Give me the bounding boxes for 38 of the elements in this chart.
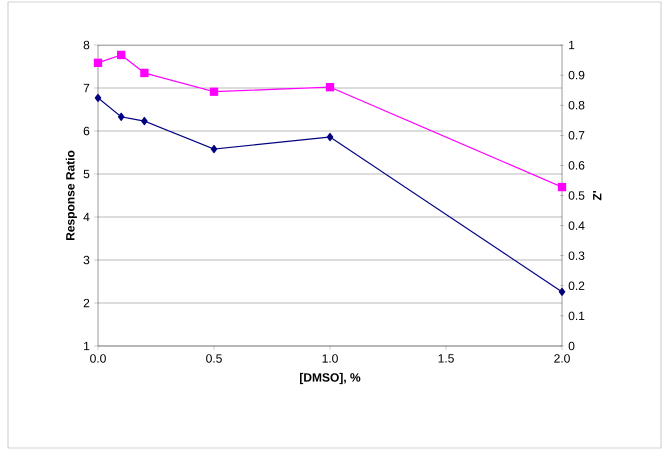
x-tick-label: 2.0 [554, 354, 570, 363]
y2-tick-label: 0.5 [568, 191, 584, 200]
point [558, 182, 566, 192]
y-tick-label: 7 [84, 84, 90, 92]
point [210, 87, 218, 96]
y2-tick-label: 0 [568, 342, 574, 350]
y2-tick-label: 1 [569, 40, 574, 50]
point [326, 82, 334, 92]
point [140, 68, 149, 78]
y2-tick-label: 0.7 [568, 131, 584, 140]
point [94, 58, 102, 67]
point [118, 112, 124, 121]
x-tick-label: 0.0 [90, 354, 106, 363]
y-tick-label: 5 [84, 170, 90, 178]
point [210, 144, 218, 154]
y2-tick-label: 0.1 [568, 312, 584, 320]
y2-tick-label: 0.3 [568, 251, 584, 260]
point [326, 132, 334, 142]
y-tick-label: 1 [84, 342, 90, 350]
y-tick-label: 2 [84, 298, 90, 308]
y2-tick-label: 0.4 [568, 221, 585, 230]
x-tick-label: 1.0 [322, 354, 338, 363]
y-tick-label: 3 [84, 256, 90, 264]
x-tick-label: 0.5 [206, 354, 222, 363]
y2-tick-label: 0.2 [568, 282, 584, 290]
point [94, 94, 102, 102]
y-tick-label: 8 [84, 40, 90, 50]
y-tick-label: 4 [83, 212, 90, 222]
point [141, 116, 148, 126]
y2-tick-label: 0.8 [568, 100, 584, 110]
y-tick-label: 6 [84, 126, 90, 136]
y2-tick-label: 0.9 [568, 70, 584, 80]
y-axis-title: Response Ratio [66, 150, 77, 240]
x-tick-label: 1.5 [438, 354, 454, 363]
y2-tick-label: 0.6 [568, 161, 584, 170]
point [117, 50, 126, 60]
y2-axis-title: Z' [593, 191, 602, 200]
x-axis-title: [DMSO], % [300, 372, 360, 384]
